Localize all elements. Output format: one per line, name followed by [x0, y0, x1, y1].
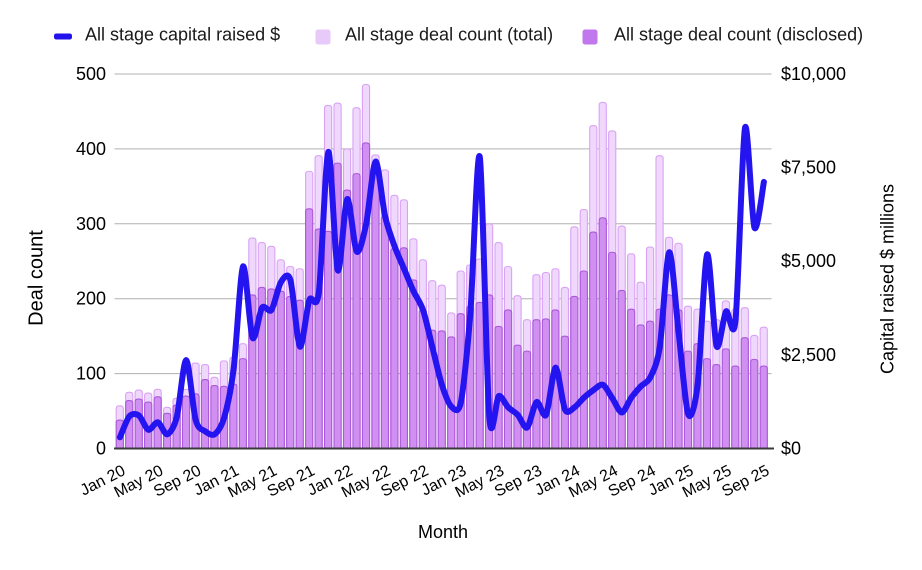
- svg-text:300: 300: [76, 214, 106, 234]
- svg-text:0: 0: [96, 439, 106, 459]
- svg-text:400: 400: [76, 139, 106, 159]
- svg-text:Month: Month: [418, 522, 468, 542]
- svg-text:200: 200: [76, 289, 106, 309]
- svg-text:All stage deal count (total): All stage deal count (total): [345, 25, 553, 45]
- svg-text:$5,000: $5,000: [781, 251, 836, 271]
- svg-text:All stage capital raised $: All stage capital raised $: [85, 25, 280, 45]
- svg-text:All stage deal count (disclose: All stage deal count (disclosed): [614, 25, 863, 45]
- svg-text:100: 100: [76, 364, 106, 384]
- svg-text:$0: $0: [781, 439, 801, 459]
- svg-text:$10,000: $10,000: [781, 64, 846, 84]
- svg-text:$7,500: $7,500: [781, 158, 836, 178]
- svg-text:Deal count: Deal count: [26, 230, 48, 326]
- svg-text:Capital raised $ millions: Capital raised $ millions: [878, 184, 898, 374]
- svg-text:$2,500: $2,500: [781, 345, 836, 365]
- svg-text:500: 500: [76, 64, 106, 84]
